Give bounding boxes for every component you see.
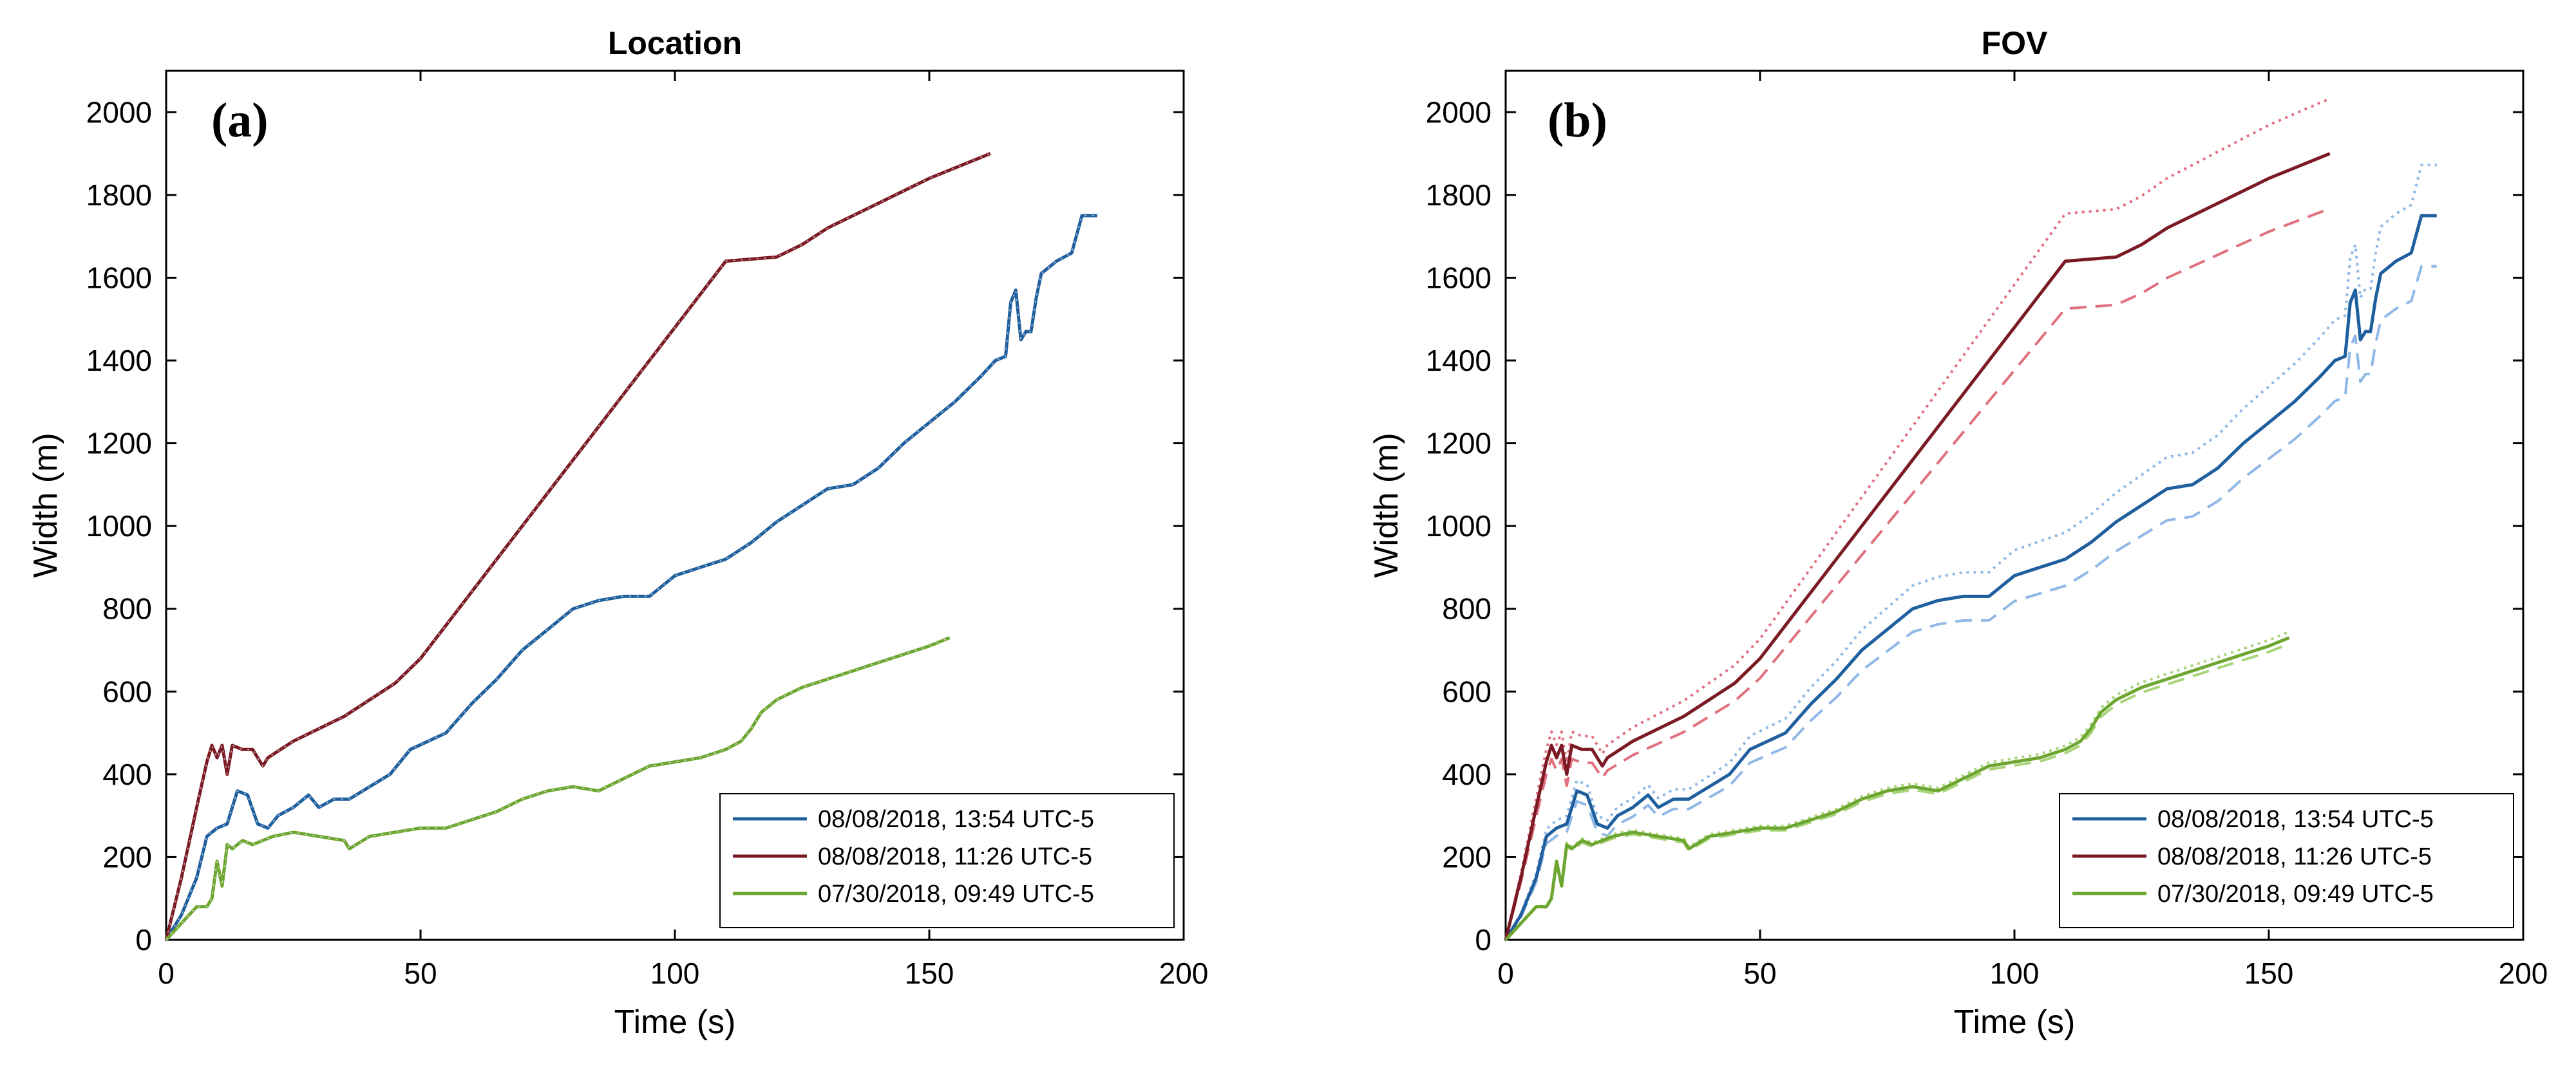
series-line	[165, 636, 951, 941]
panel-label: (a)	[211, 93, 269, 147]
y-tick-label: 1600	[1426, 261, 1492, 294]
y-tick-label: 1200	[86, 427, 152, 460]
panel-fov: FOV (b) 0 50 100 150 20002004006008001000120…	[1368, 25, 2548, 1041]
axis-ticks: 0 50 100 150 2000200400600800100012001400160…	[1426, 71, 2548, 990]
y-tick-label: 1000	[1426, 509, 1492, 543]
y-tick-label: 800	[1442, 592, 1492, 626]
y-axis-label: Width (m)	[27, 433, 64, 577]
legend: 08/08/2018, 13:54 UTC-5 08/08/2018, 11:2…	[2059, 793, 2514, 928]
series-lower-bound	[1504, 265, 2437, 941]
y-tick-label: 1600	[86, 261, 152, 294]
series-line-overlay	[166, 215, 1097, 940]
legend-label: 08/08/2018, 13:54 UTC-5	[818, 806, 1094, 833]
x-axis-label: Time (s)	[1954, 1004, 2076, 1041]
legend-label: 08/08/2018, 13:54 UTC-5	[2157, 806, 2434, 833]
panel-title: FOV	[1982, 25, 2048, 61]
x-tick-label: 50	[404, 957, 437, 990]
legend-box	[719, 793, 1175, 928]
series-line	[1504, 636, 2290, 941]
series-lines	[1504, 152, 2437, 941]
legend-label: 07/30/2018, 09:49 UTC-5	[2157, 881, 2434, 908]
y-tick-label: 0	[1475, 923, 1492, 957]
series-lower-bound	[1504, 207, 2331, 940]
y-tick-label: 2000	[1426, 95, 1492, 129]
y-tick-label: 400	[1442, 758, 1492, 791]
y-tick-label: 1800	[1426, 178, 1492, 212]
series-upper-bound	[1504, 97, 2331, 940]
y-tick-label: 0	[135, 923, 152, 957]
y-tick-label: 1200	[1426, 427, 1492, 460]
x-tick-label: 0	[1497, 957, 1514, 990]
y-tick-label: 1400	[86, 344, 152, 377]
legend-label: 07/30/2018, 09:49 UTC-5	[818, 881, 1094, 908]
x-tick-label: 200	[2499, 957, 2548, 990]
x-tick-label: 100	[650, 957, 700, 990]
y-tick-label: 1400	[1426, 344, 1492, 377]
x-tick-label: 150	[2244, 957, 2294, 990]
legend-label: 08/08/2018, 11:26 UTC-5	[2157, 843, 2432, 870]
axis-ticks: 0 50 100 150 2000200400600800100012001400160…	[86, 71, 1209, 990]
series-upper-bound	[1504, 630, 2290, 941]
x-tick-label: 100	[1990, 957, 2040, 990]
panel-location: Location (a) 0 50 100 150 200020040060080010…	[27, 25, 1208, 1041]
series-lines	[164, 152, 1097, 941]
y-tick-label: 600	[102, 675, 152, 708]
y-axis-label: Width (m)	[1368, 433, 1405, 577]
y-tick-label: 1000	[86, 509, 152, 543]
x-axis-label: Time (s)	[614, 1004, 736, 1041]
y-tick-label: 2000	[86, 95, 152, 129]
series-line	[164, 152, 991, 940]
y-tick-label: 800	[102, 592, 152, 626]
y-tick-label: 200	[102, 840, 152, 874]
panel-title: Location	[608, 25, 742, 61]
y-tick-label: 400	[102, 758, 152, 791]
y-tick-label: 600	[1442, 675, 1492, 708]
panel-label: (b)	[1548, 93, 1607, 147]
x-tick-label: 50	[1743, 957, 1776, 990]
y-tick-label: 1800	[86, 178, 152, 212]
series-line	[1504, 214, 2437, 941]
x-tick-label: 200	[1159, 957, 1209, 990]
legend: 08/08/2018, 13:54 UTC-5 08/08/2018, 11:2…	[719, 793, 1175, 928]
legend-box	[2059, 793, 2514, 928]
x-tick-label: 0	[158, 957, 175, 990]
series-line	[1504, 152, 2331, 940]
legend-label: 08/08/2018, 11:26 UTC-5	[818, 843, 1092, 870]
y-tick-label: 200	[1442, 840, 1492, 874]
x-tick-label: 150	[905, 957, 954, 990]
